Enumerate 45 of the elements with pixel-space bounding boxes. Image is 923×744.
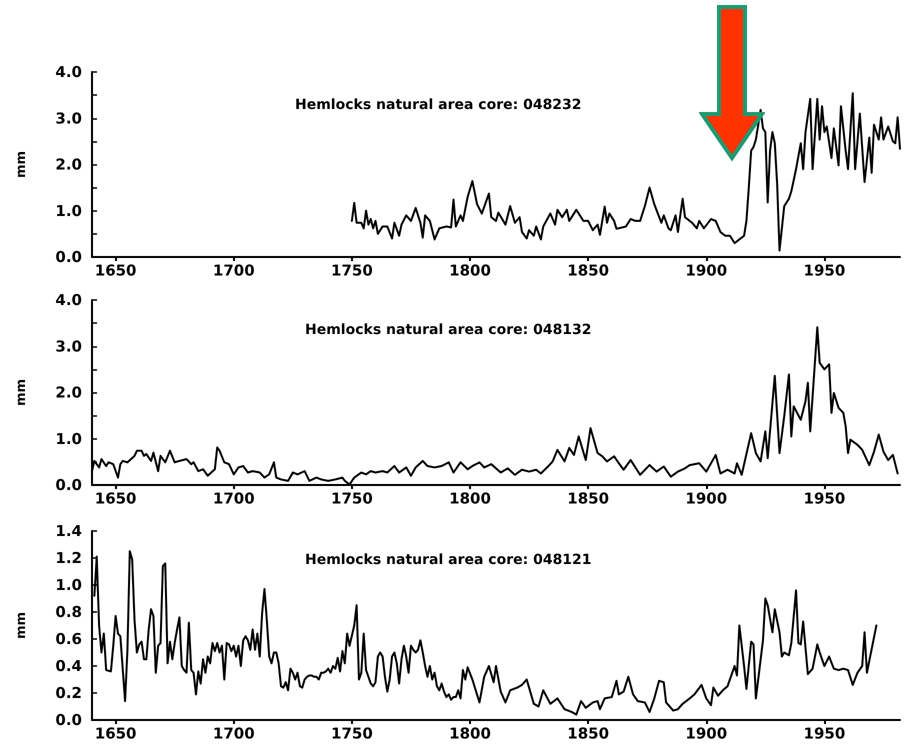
x-tick-label: 1800 — [449, 724, 491, 742]
y-axis-title: mm — [14, 150, 29, 178]
y-tick-label: 0.2 — [55, 684, 82, 702]
x-tick-label: 1750 — [331, 724, 373, 742]
y-axis-title: mm — [14, 612, 29, 640]
y-tick-label: 1.4 — [55, 522, 82, 540]
x-tick-label: 1850 — [567, 724, 610, 742]
x-tick-label: 1650 — [94, 262, 136, 280]
y-tick-label: 1.0 — [55, 430, 82, 448]
y-tick-label: 0.0 — [55, 248, 82, 266]
y-tick-label: 2.0 — [55, 384, 82, 402]
x-tick-label: 1750 — [331, 262, 373, 280]
x-tick-label: 1900 — [685, 724, 728, 742]
x-tick-label: 1800 — [449, 262, 491, 280]
y-tick-label: 1.2 — [55, 549, 82, 567]
y-tick-label: 1.0 — [55, 202, 82, 220]
y-tick-label: 2.0 — [55, 156, 82, 174]
y-axis-title: mm — [14, 378, 29, 406]
x-tick-label: 1650 — [94, 724, 136, 742]
y-tick-label: 3.0 — [55, 109, 82, 128]
x-tick-label: 1700 — [212, 490, 255, 508]
y-tick-label: 0.6 — [55, 630, 82, 648]
x-tick-label: 1700 — [212, 262, 255, 280]
x-tick-label: 1650 — [94, 490, 136, 508]
x-tick-label: 1950 — [804, 262, 846, 280]
x-tick-label: 1900 — [685, 490, 728, 508]
text: Hemlocks natural area core: 048121 — [305, 552, 592, 568]
text: Hemlocks natural area core: 048232 — [295, 97, 582, 113]
y-tick-label: 0.0 — [55, 476, 82, 494]
x-tick-label: 1750 — [331, 490, 373, 508]
x-tick-label: 1950 — [804, 724, 846, 742]
x-tick-label: 1950 — [804, 490, 846, 508]
y-tick-label: 0.0 — [55, 711, 82, 729]
x-tick-label: 1850 — [567, 490, 610, 508]
y-tick-label: 3.0 — [55, 337, 82, 356]
x-tick-label: 1800 — [449, 490, 491, 508]
text: Hemlocks natural area core: 048132 — [305, 322, 592, 338]
y-tick-label: 4.0 — [55, 63, 82, 81]
y-tick-label: 0.4 — [55, 657, 82, 675]
x-tick-label: 1900 — [685, 262, 728, 280]
y-tick-label: 0.8 — [55, 603, 82, 621]
y-tick-label: 4.0 — [55, 291, 82, 309]
x-tick-label: 1700 — [212, 724, 255, 742]
y-tick-label: 1.0 — [55, 576, 82, 594]
x-tick-label: 1850 — [567, 262, 610, 280]
